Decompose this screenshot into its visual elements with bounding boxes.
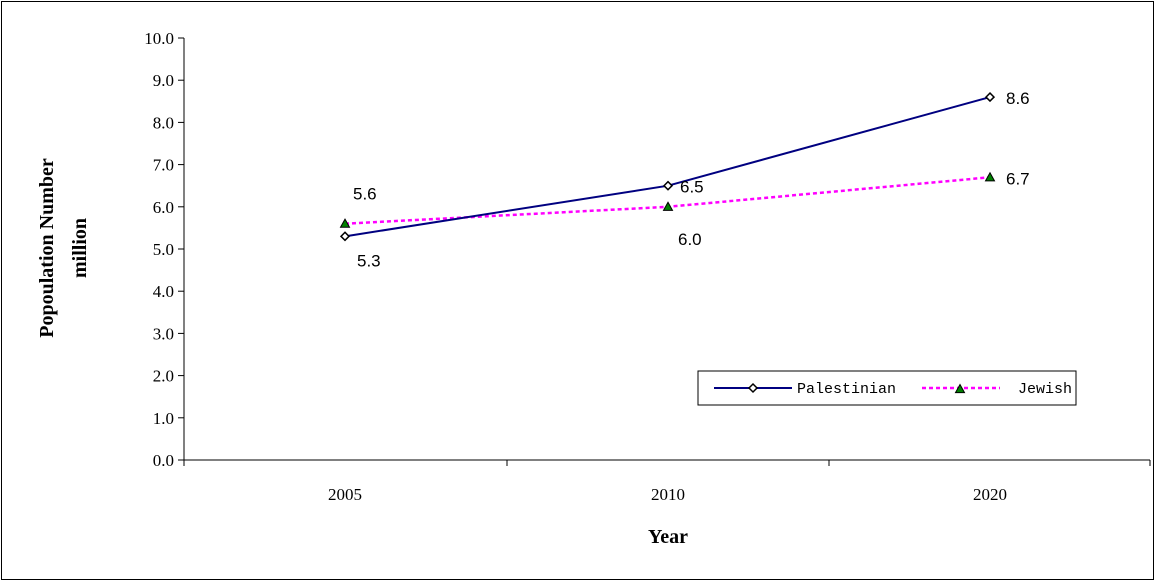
marker-point-palestinian [662,180,674,191]
y-tick-label: 8.0 [153,113,174,132]
y-tick-label: 10.0 [144,29,174,48]
data-label-jewish: 5.6 [353,185,377,204]
y-tick-label: 9.0 [153,71,174,90]
y-tick-label: 0.0 [153,451,174,470]
y-tick-label: 2.0 [153,367,174,386]
y-tick-label: 7.0 [153,156,174,175]
y-axis-title-line-1: Popoulation Number [36,158,58,338]
marker-point-jewish [339,218,351,228]
legend-marker-jewish [954,383,966,394]
data-labels-layer: 5.3 6.5 8.6 5.6 6.0 6.7 [353,89,1030,270]
y-tick-label: 5.0 [153,240,174,259]
y-axis-title-line-2: million [69,218,91,278]
marker-point-jewish [662,201,674,211]
y-tick-label: 1.0 [153,409,174,428]
series-line-palestinian [344,96,991,238]
data-label-palestinian: 6.5 [680,178,704,197]
data-label-palestinian: 8.6 [1006,89,1030,108]
series-layer [339,92,996,242]
x-tick-label: 2005 [328,485,362,504]
x-tick-label: 2020 [973,485,1007,504]
x-axis: 2005 2010 2020 [183,459,1151,504]
legend-label-jewish: Jewish [1018,381,1072,398]
x-axis-title: Year [648,526,688,548]
marker-point-jewish [984,171,996,182]
legend: Palestinian Jewish [697,370,1077,406]
y-tick-label: 6.0 [153,198,174,217]
marker-point-palestinian [984,92,996,103]
y-tick-label: 4.0 [153,282,174,301]
x-tick-label: 2010 [651,485,685,504]
data-label-palestinian: 5.3 [357,251,381,270]
y-axis: 0.0 1.0 2.0 3.0 4.0 5.0 6.0 7.0 8.0 9.0 10.0 [144,29,185,470]
data-label-jewish: 6.0 [678,230,702,249]
legend-label-palestinian: Palestinian [797,381,896,398]
marker-point-palestinian [339,231,351,242]
data-label-jewish: 6.7 [1006,169,1030,188]
legend-marker-palestinian [747,382,759,394]
y-tick-label: 3.0 [153,324,174,343]
